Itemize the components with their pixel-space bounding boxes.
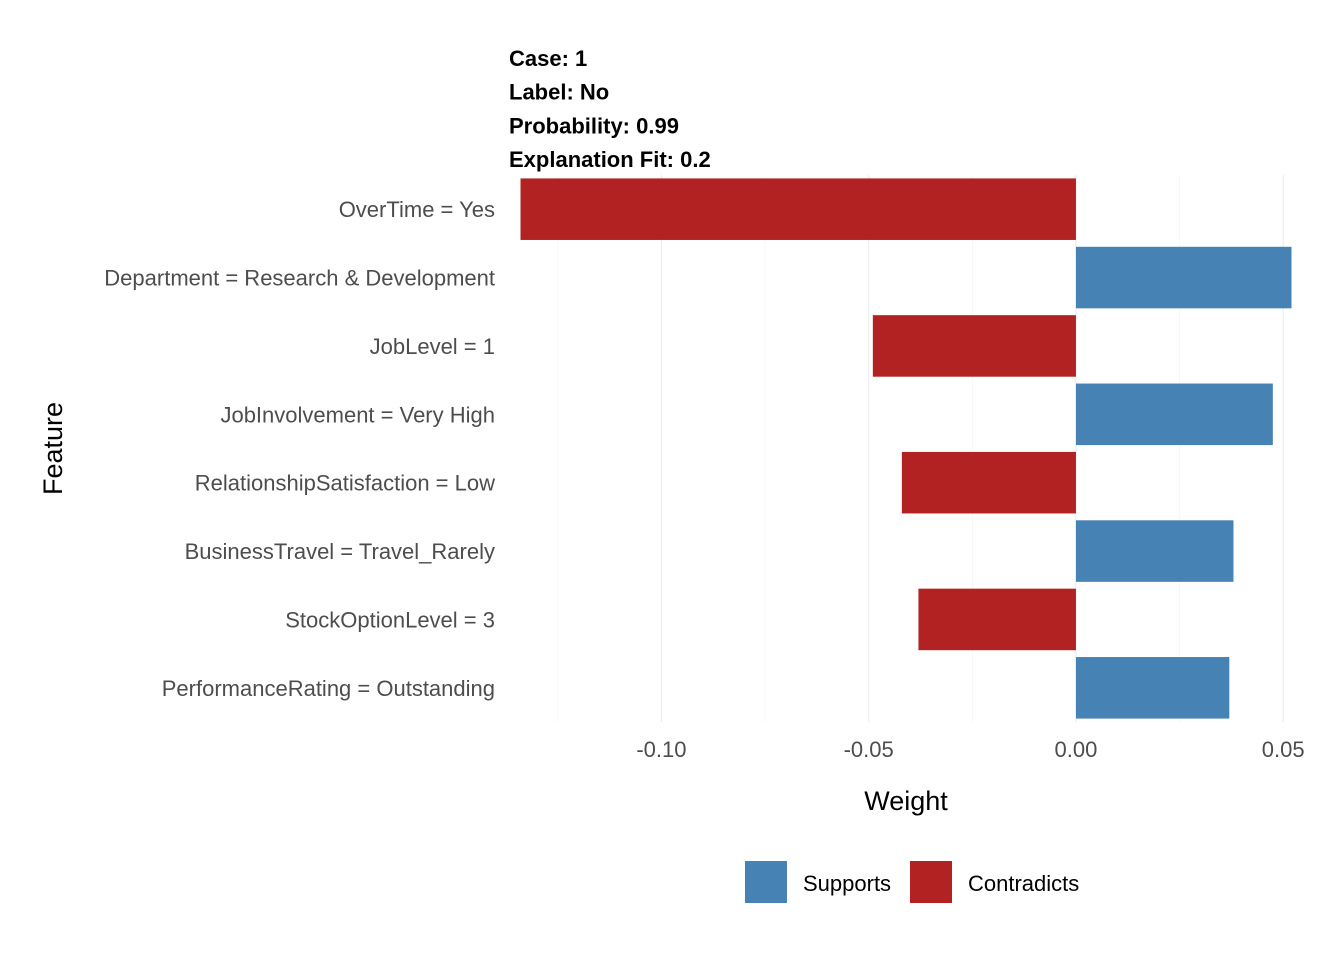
legend-label-contradicts: Contradicts: [968, 871, 1079, 896]
x-axis-title: Weight: [864, 786, 948, 816]
bar-supports: [1075, 383, 1273, 446]
title-explanation-fit: Explanation Fit: 0.2: [509, 147, 711, 172]
x-tick-label: -0.05: [844, 737, 894, 762]
y-axis-title: Feature: [38, 402, 68, 495]
title-case: Case: 1: [509, 46, 587, 71]
feature-label: RelationshipSatisfaction = Low: [195, 471, 495, 496]
legend-key-supports: [745, 861, 787, 903]
x-tick-label: 0.05: [1262, 737, 1305, 762]
feature-labels: OverTime = Yes Department = Research & De…: [104, 197, 495, 701]
feature-label: BusinessTravel = Travel_Rarely: [185, 539, 495, 564]
bar-contradicts: [918, 588, 1076, 651]
bar-supports: [1075, 246, 1292, 309]
bar-supports: [1075, 657, 1230, 719]
x-tick-label: -0.10: [636, 737, 686, 762]
feature-label: JobInvolvement = Very High: [220, 402, 495, 427]
feature-label: JobLevel = 1: [370, 334, 495, 359]
legend: Supports Contradicts: [745, 861, 1079, 903]
feature-label: Department = Research & Development: [104, 266, 495, 291]
x-tick-label: 0.00: [1055, 737, 1098, 762]
chart-title: Case: 1 Label: No Probability: 0.99 Expl…: [509, 46, 711, 172]
bar-contradicts: [901, 451, 1076, 514]
title-label: Label: No: [509, 80, 609, 105]
legend-key-contradicts: [910, 861, 952, 903]
bars: [520, 178, 1292, 719]
feature-label: OverTime = Yes: [339, 197, 495, 222]
feature-label: StockOptionLevel = 3: [285, 607, 495, 632]
bar-contradicts: [872, 315, 1076, 377]
title-probability: Probability: 0.99: [509, 113, 679, 138]
legend-label-supports: Supports: [803, 871, 891, 896]
bar-supports: [1075, 520, 1234, 582]
feature-label: PerformanceRating = Outstanding: [162, 676, 495, 701]
bar-contradicts: [520, 178, 1076, 240]
x-tick-labels: -0.10 -0.05 0.00 0.05: [636, 737, 1304, 762]
